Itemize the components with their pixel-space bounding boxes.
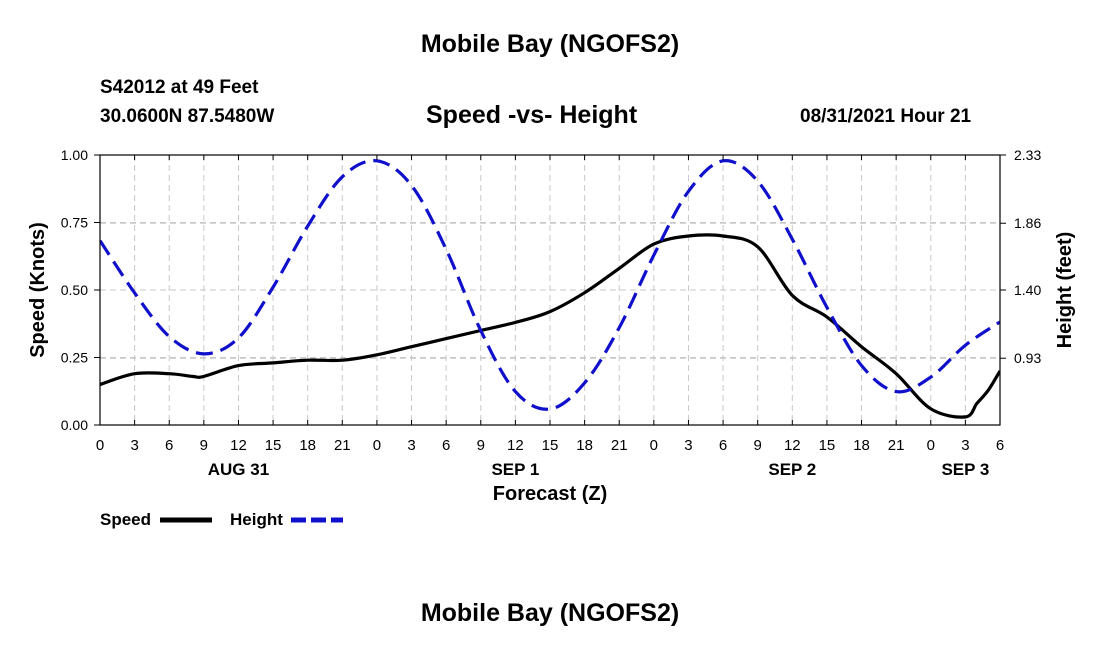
y-axis-label: Speed (Knots)	[27, 222, 49, 358]
x-tick-label: 6	[996, 437, 1004, 454]
x-tick-label: 3	[407, 437, 415, 454]
page-title: Mobile Bay (NGOFS2)	[420, 30, 680, 58]
x-tick-label: 21	[611, 437, 628, 454]
x-tick-label: 12	[507, 437, 524, 454]
x-tick-label: 15	[265, 437, 282, 454]
x-tick-label: 15	[542, 437, 559, 454]
x-tick-label: 12	[784, 437, 801, 454]
y-tick-label: 0.75	[61, 215, 88, 231]
y-tick-label: 0.00	[61, 417, 88, 433]
y2-tick-label: 2.33	[1014, 147, 1041, 163]
x-tick-label: 9	[477, 437, 485, 454]
legend-label: Speed	[100, 510, 151, 529]
y-tick-label: 0.50	[61, 282, 88, 298]
x-tick-label: 3	[961, 437, 969, 454]
x-tick-label: 3	[130, 437, 138, 454]
station-label: S42012 at 49 Feet	[100, 77, 259, 98]
x-tick-label: 0	[927, 437, 935, 454]
x-tick-label: 6	[719, 437, 727, 454]
x-tick-label: 3	[684, 437, 692, 454]
day-label: SEP 1	[491, 460, 539, 479]
x-tick-label: 0	[96, 437, 104, 454]
coordinates-label: 30.0600N 87.5480W	[100, 106, 275, 127]
x-tick-label: 21	[888, 437, 905, 454]
speed-series-line	[100, 233, 1000, 419]
x-tick-label: 6	[165, 437, 173, 454]
x-tick-label: 9	[200, 437, 208, 454]
x-tick-label: 18	[299, 437, 316, 454]
y2-axis-label: Height (feet)	[1054, 232, 1076, 349]
day-label: AUG 31	[208, 460, 269, 479]
x-tick-label: 15	[819, 437, 836, 454]
x-tick-label: 18	[853, 437, 870, 454]
x-tick-label: 21	[334, 437, 351, 454]
x-tick-label: 0	[373, 437, 381, 454]
x-tick-label: 12	[230, 437, 247, 454]
day-label: SEP 3	[941, 460, 989, 479]
x-tick-label: 6	[442, 437, 450, 454]
x-axis-label: Forecast (Z)	[493, 483, 607, 505]
y2-tick-label: 1.86	[1014, 215, 1041, 231]
chart-title: Speed -vs- Height	[426, 101, 638, 129]
x-tick-label: 18	[576, 437, 593, 454]
y2-tick-label: 0.93	[1014, 350, 1041, 366]
forecast-datetime: 08/31/2021 Hour 21	[800, 106, 972, 127]
day-label: SEP 2	[768, 460, 816, 479]
height-series-line	[100, 159, 1000, 411]
y-tick-label: 1.00	[61, 147, 88, 163]
x-tick-label: 0	[650, 437, 658, 454]
y-tick-label: 0.25	[61, 350, 88, 366]
y2-tick-label: 1.40	[1014, 282, 1041, 298]
x-tick-label: 9	[754, 437, 762, 454]
footer-title: Mobile Bay (NGOFS2)	[420, 599, 680, 627]
legend-label: Height	[230, 510, 283, 529]
